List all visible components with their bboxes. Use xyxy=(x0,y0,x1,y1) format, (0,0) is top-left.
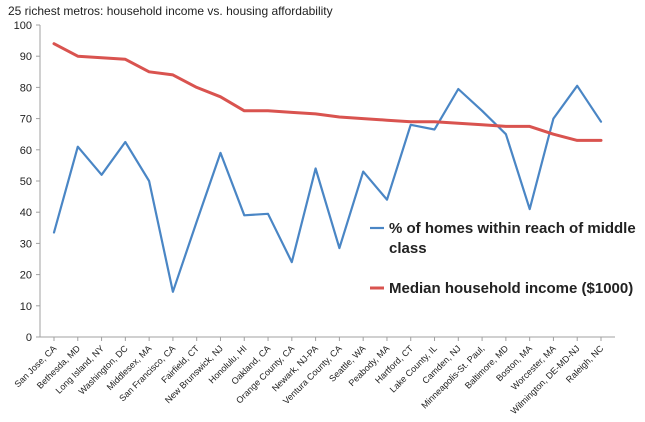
data-point xyxy=(338,247,340,249)
series-group xyxy=(52,42,603,293)
data-point xyxy=(172,291,174,293)
y-tick-label: 100 xyxy=(14,20,32,32)
y-tick-label: 40 xyxy=(20,207,32,219)
data-point xyxy=(433,121,435,123)
data-point xyxy=(576,85,578,87)
data-point xyxy=(338,116,340,118)
data-point xyxy=(124,58,126,60)
chart-title: 25 richest metros: household income vs. … xyxy=(8,4,333,18)
data-point xyxy=(148,180,150,182)
data-point xyxy=(528,208,530,210)
data-point xyxy=(291,111,293,113)
y-tick-label: 60 xyxy=(20,145,32,157)
data-point xyxy=(552,133,554,135)
data-point xyxy=(576,139,578,141)
data-point xyxy=(505,125,507,127)
data-point xyxy=(53,43,55,45)
legend-label: Median household income ($1000) xyxy=(389,280,633,297)
data-point xyxy=(362,117,364,119)
data-point xyxy=(481,110,483,112)
data-point xyxy=(243,110,245,112)
data-point xyxy=(528,125,530,127)
data-point xyxy=(600,139,602,141)
data-point xyxy=(100,174,102,176)
series-line-median-income xyxy=(52,42,603,142)
y-tick-label: 0 xyxy=(26,332,32,344)
data-point xyxy=(457,122,459,124)
data-point xyxy=(219,152,221,154)
data-point xyxy=(481,124,483,126)
data-point xyxy=(410,124,412,126)
y-tick-label: 50 xyxy=(20,176,32,188)
series-line-homes-within-reach xyxy=(52,84,603,293)
data-point xyxy=(600,121,602,123)
data-point xyxy=(172,74,174,76)
y-tick-label: 80 xyxy=(20,82,32,94)
data-point xyxy=(100,57,102,59)
data-point xyxy=(314,167,316,169)
data-point xyxy=(362,170,364,172)
y-axis: 0 10 20 30 40 50 60 70 80 90 100 xyxy=(14,20,41,344)
data-point xyxy=(410,121,412,123)
data-point xyxy=(552,117,554,119)
y-tick-label: 70 xyxy=(20,114,32,126)
data-point xyxy=(433,128,435,130)
data-point xyxy=(53,231,55,233)
data-point xyxy=(148,71,150,73)
y-tick-label: 90 xyxy=(20,51,32,63)
data-point xyxy=(457,88,459,90)
y-tick-label: 30 xyxy=(20,238,32,250)
data-point xyxy=(77,55,79,57)
legend-label: % of homes within reach of middle xyxy=(389,220,636,237)
data-point xyxy=(219,96,221,98)
data-point xyxy=(314,113,316,115)
data-point xyxy=(291,261,293,263)
data-point xyxy=(386,119,388,121)
data-point xyxy=(386,199,388,201)
data-point xyxy=(267,110,269,112)
data-point xyxy=(195,220,197,222)
legend: % of homes within reach of middle class Me… xyxy=(370,220,636,297)
legend-label: class xyxy=(389,240,427,257)
data-point xyxy=(124,141,126,143)
data-point xyxy=(195,86,197,88)
data-point xyxy=(505,133,507,135)
y-tick-label: 10 xyxy=(20,301,32,313)
data-point xyxy=(243,214,245,216)
data-point xyxy=(267,213,269,215)
data-point xyxy=(77,145,79,147)
y-tick-label: 20 xyxy=(20,270,32,282)
